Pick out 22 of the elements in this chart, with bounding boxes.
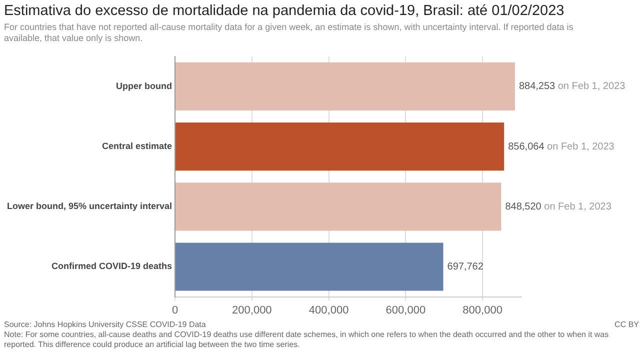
data-label: 848,520 on Feb 1, 2023 xyxy=(505,201,612,212)
text: Note: For some countries, all-cause deaths and COVID-19 deaths use different date schemes, in which one refers to when the death occurred and the other to when it was reported. This difference could produce an artificial lag between the two time series. xyxy=(4,330,610,350)
x-tick-label: 0 xyxy=(172,304,178,316)
bar xyxy=(176,182,502,231)
chart-subtitle: For countries that have not reported all-cause mortality data for a given week, an estimate is shown, with uncertainty interval. If reported data is available, that value only is shown. xyxy=(4,22,574,44)
bar xyxy=(176,62,515,110)
y-tick-label: Confirmed COVID-19 deaths xyxy=(52,261,172,272)
data-label: 856,064 on Feb 1, 2023 xyxy=(508,141,615,152)
y-tick-label: Lower bound, 95% uncertainty interval xyxy=(6,201,172,212)
text: CC BY xyxy=(614,320,639,330)
chart-title: Estimativa do excesso de mortalidade na pandemia da covid-19, Brasil: até 01/02/2023 xyxy=(4,2,566,20)
data-label: 884,253 on Feb 1, 2023 xyxy=(518,81,626,92)
source-note: Source: Johns Hopkins University CSSE COVID-19 Data xyxy=(4,320,206,330)
x-tick-label: 800,000 xyxy=(462,304,502,316)
y-tick-label: Central estimate xyxy=(102,141,172,152)
x-tick-label: 600,000 xyxy=(386,304,426,316)
x-tick-label: 400,000 xyxy=(308,304,349,316)
bar xyxy=(176,122,504,171)
x-tick-label: 200,000 xyxy=(232,304,272,316)
y-tick-label: Upper bound xyxy=(116,80,172,91)
data-label: 697,762 xyxy=(447,262,484,272)
bar xyxy=(176,242,444,291)
